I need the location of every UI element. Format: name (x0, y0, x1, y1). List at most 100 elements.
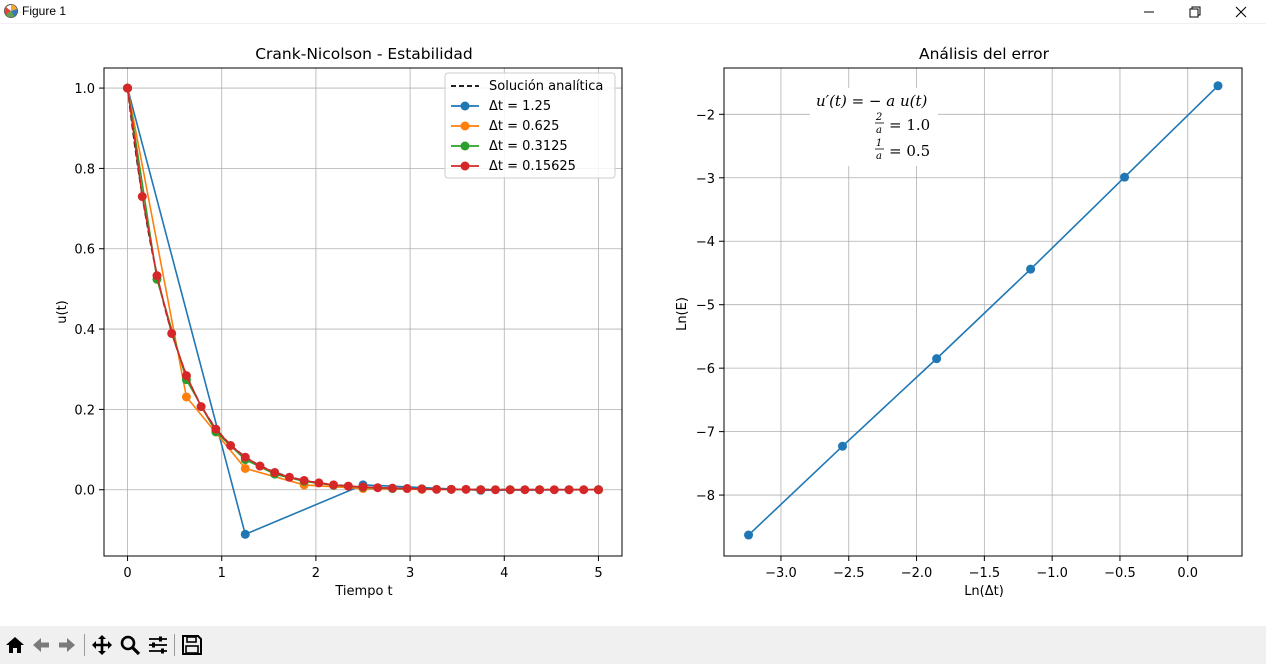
left-axes-frame (103, 67, 623, 557)
zoom-icon (120, 635, 141, 656)
y-tick-label: 0.2 (74, 403, 95, 418)
restore-button[interactable] (1172, 0, 1218, 23)
data-point (226, 441, 236, 451)
series-line-0 (747, 85, 1219, 536)
data-point (255, 461, 265, 471)
data-point (432, 484, 442, 494)
y-tick-label: −4 (696, 235, 715, 250)
toolbar-separator (174, 634, 175, 656)
data-point (240, 529, 250, 539)
legend-entry-dt-0.625: Δt = 0.625 (451, 119, 559, 134)
home-button[interactable] (2, 631, 28, 659)
restore-icon (1189, 6, 1201, 17)
svg-text:Δt = 0.3125: Δt = 0.3125 (489, 139, 568, 154)
configure-subplots-icon (149, 636, 167, 654)
x-tick-label: −2.5 (833, 566, 865, 581)
y-tick-label: −6 (696, 362, 715, 377)
legend-entry-analytical: Solución analítica (451, 79, 603, 94)
y-tick-label: −2 (696, 108, 715, 123)
pan-icon (92, 635, 112, 655)
x-tick-label: −3.0 (765, 566, 797, 581)
x-tick-label: −1.5 (969, 566, 1001, 581)
home-icon (6, 637, 24, 653)
y-tick-label: −3 (696, 172, 715, 187)
left-plot-title: Crank-Nicolson - Estabilidad (255, 45, 473, 63)
data-point (535, 485, 545, 495)
zoom-button[interactable] (117, 631, 143, 659)
data-point (314, 478, 324, 488)
data-point (240, 452, 250, 462)
svg-text:Δt = 1.25: Δt = 1.25 (489, 99, 551, 114)
x-tick-label: 5 (594, 566, 602, 581)
x-tick-label: 0.0 (1177, 566, 1198, 581)
x-tick-label: 3 (406, 566, 414, 581)
data-point (402, 484, 412, 494)
data-point (1026, 264, 1036, 274)
y-tick-label: 0.4 (74, 323, 95, 338)
data-point (593, 485, 603, 495)
forward-button[interactable] (54, 631, 80, 659)
data-point (123, 83, 133, 93)
window-title: Figure 1 (22, 4, 67, 18)
data-point (167, 328, 177, 338)
left-legend: Solución analítica Δt = 1.25 Δt = 0.625 … (444, 72, 616, 179)
data-point (152, 271, 162, 281)
svg-text:a: a (876, 125, 882, 136)
data-point (1120, 172, 1130, 182)
svg-text:Δt = 0.625: Δt = 0.625 (489, 119, 559, 134)
data-point (520, 485, 530, 495)
y-tick-label: 1.0 (74, 82, 95, 97)
legend-entry-dt-1.25: Δt = 1.25 (451, 99, 551, 114)
y-tick-label: 0.6 (74, 243, 95, 258)
svg-text:a: a (876, 151, 882, 162)
data-point (490, 485, 500, 495)
close-button[interactable] (1218, 0, 1264, 23)
pan-button[interactable] (89, 631, 115, 659)
toolbar-separator (84, 634, 85, 656)
right-xlabel: Ln(Δt) (964, 584, 1004, 599)
data-point (564, 485, 574, 495)
window-titlebar: Figure 1 (0, 0, 1266, 24)
minimize-button[interactable] (1126, 0, 1172, 23)
save-button[interactable] (179, 631, 205, 659)
legend-entry-dt-0.15625: Δt = 0.15625 (451, 159, 576, 174)
minimize-icon (1144, 11, 1154, 12)
y-tick-label: −7 (696, 426, 715, 441)
right-ylabel: Ln(E) (675, 297, 690, 331)
left-xlabel: Tiempo t (334, 584, 392, 599)
data-point (838, 441, 848, 451)
right-axes-frame (723, 67, 1243, 557)
back-button[interactable] (28, 631, 54, 659)
data-point (744, 530, 754, 540)
one-over-a-value: = 0.5 (889, 142, 930, 160)
data-point (240, 463, 250, 473)
matplotlib-logo-icon (4, 4, 18, 18)
data-point (211, 424, 221, 434)
data-point (387, 483, 397, 493)
stability-plot: Crank-Nicolson - Estabilidad 0 1 2 3 4 5 0.0 0.… (55, 45, 623, 599)
left-ylabel: u(t) (55, 300, 70, 323)
configure-subplots-button[interactable] (145, 631, 171, 659)
error-analysis-plot: Análisis del error −3.0 −2.5 −2.0 −1.5 −1.0 −… (675, 45, 1243, 599)
x-tick-label: −0.5 (1104, 566, 1136, 581)
data-point (270, 467, 280, 477)
save-icon (182, 635, 202, 655)
svg-text:Solución analítica: Solución analítica (489, 79, 603, 94)
x-tick-label: 2 (312, 566, 320, 581)
x-tick-label: −2.0 (901, 566, 933, 581)
legend-entry-dt-0.3125: Δt = 0.3125 (451, 139, 568, 154)
data-point (181, 371, 191, 381)
close-icon (1235, 6, 1247, 17)
data-point (932, 354, 942, 364)
equation-annotation: u′(t) = − a u(t) 2 a = 1.0 1 a = 0.5 (810, 88, 938, 166)
data-point (343, 481, 353, 491)
x-tick-label: 4 (500, 566, 508, 581)
x-tick-label: 0 (123, 566, 131, 581)
ode-equation: u′(t) = − a u(t) (816, 92, 927, 110)
x-tick-label: 1 (218, 566, 226, 581)
data-point (417, 484, 427, 494)
data-point (461, 484, 471, 494)
data-point (299, 475, 309, 485)
data-point (196, 402, 206, 412)
svg-text:2: 2 (875, 112, 882, 123)
